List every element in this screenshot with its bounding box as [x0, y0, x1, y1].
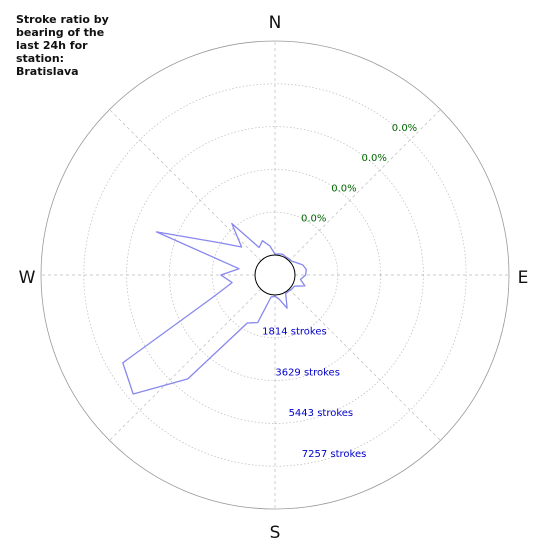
grid-ring: [211, 211, 339, 339]
grid-ring: [169, 169, 381, 381]
chart-title: Stroke ratio by bearing of the last 24h …: [16, 13, 109, 78]
ratio-label: 0.0%: [392, 123, 417, 134]
grid-spoke: [288, 109, 441, 262]
stroke-label: 3629 strokes: [275, 367, 340, 378]
ratio-label: 0.0%: [362, 153, 387, 164]
series-layer: [122, 222, 307, 395]
direction-label-e: E: [518, 268, 529, 288]
direction-label-s: S: [270, 523, 281, 543]
stroke-label: 1814 strokes: [262, 327, 327, 338]
grid-ring: [83, 83, 467, 467]
direction-label-w: W: [19, 268, 36, 288]
ratio-label: 0.0%: [301, 214, 326, 225]
label-layer: N E S W 0.0% 0.0% 0.0% 0.0% 1814 strokes 3629 str…: [19, 13, 529, 543]
grid-spoke: [109, 288, 262, 441]
grid-ring: [126, 126, 424, 424]
center-circle: [254, 254, 296, 296]
grid-layer: [40, 40, 510, 510]
outer-ring: [40, 40, 510, 510]
stroke-label: 5443 strokes: [289, 408, 354, 419]
direction-label-n: N: [269, 13, 282, 33]
stroke-label: 7257 strokes: [302, 449, 367, 460]
ratio-label: 0.0%: [331, 183, 356, 194]
series-line: [122, 222, 307, 395]
